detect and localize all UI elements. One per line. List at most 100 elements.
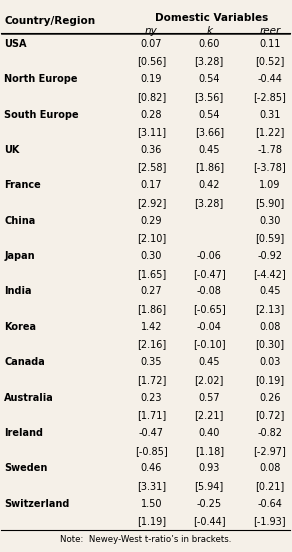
Text: 0.19: 0.19 <box>141 74 162 84</box>
Text: 0.40: 0.40 <box>199 428 220 438</box>
Text: [2.58]: [2.58] <box>137 163 166 173</box>
Text: 0.03: 0.03 <box>259 357 281 367</box>
Text: [0.72]: [0.72] <box>255 410 284 420</box>
Text: 0.26: 0.26 <box>259 392 281 402</box>
Text: [-2.85]: [-2.85] <box>253 92 286 102</box>
Text: [2.02]: [2.02] <box>194 375 224 385</box>
Text: -0.92: -0.92 <box>257 251 282 261</box>
Text: [1.71]: [1.71] <box>137 410 166 420</box>
Text: 0.23: 0.23 <box>141 392 162 402</box>
Text: -0.47: -0.47 <box>139 428 164 438</box>
Text: [0.19]: [0.19] <box>255 375 284 385</box>
Text: Note:  Newey-West t-ratio’s in brackets.: Note: Newey-West t-ratio’s in brackets. <box>60 535 231 544</box>
Text: [0.21]: [0.21] <box>255 481 284 491</box>
Text: 0.45: 0.45 <box>199 145 220 155</box>
Text: -0.44: -0.44 <box>257 74 282 84</box>
Text: Australia: Australia <box>4 392 54 402</box>
Text: [-2.97]: [-2.97] <box>253 445 286 455</box>
Text: 0.45: 0.45 <box>259 286 281 296</box>
Text: [1.22]: [1.22] <box>255 127 284 137</box>
Text: North Europe: North Europe <box>4 74 78 84</box>
Text: [3.66]: [3.66] <box>195 127 224 137</box>
Text: [2.92]: [2.92] <box>137 198 166 208</box>
Text: [3.28]: [3.28] <box>194 56 224 66</box>
Text: [-0.10]: [-0.10] <box>193 339 225 349</box>
Text: [3.56]: [3.56] <box>194 92 224 102</box>
Text: 0.60: 0.60 <box>199 39 220 49</box>
Text: 0.54: 0.54 <box>199 74 220 84</box>
Text: [-0.44]: [-0.44] <box>193 517 225 527</box>
Text: 0.11: 0.11 <box>259 39 281 49</box>
Text: 0.36: 0.36 <box>141 145 162 155</box>
Text: [1.72]: [1.72] <box>137 375 166 385</box>
Text: [0.82]: [0.82] <box>137 92 166 102</box>
Text: [1.19]: [1.19] <box>137 517 166 527</box>
Text: 0.42: 0.42 <box>199 181 220 190</box>
Text: [0.59]: [0.59] <box>255 233 284 243</box>
Text: 1.50: 1.50 <box>141 499 162 509</box>
Text: Domestic Variables: Domestic Variables <box>155 13 269 24</box>
Text: 1.09: 1.09 <box>259 181 281 190</box>
Text: [5.94]: [5.94] <box>194 481 224 491</box>
Text: Canada: Canada <box>4 357 45 367</box>
Text: [0.52]: [0.52] <box>255 56 284 66</box>
Text: [1.18]: [1.18] <box>195 445 224 455</box>
Text: [2.21]: [2.21] <box>194 410 224 420</box>
Text: 0.08: 0.08 <box>259 322 281 332</box>
Text: -0.25: -0.25 <box>197 499 222 509</box>
Text: -1.78: -1.78 <box>257 145 282 155</box>
Text: [-3.78]: [-3.78] <box>253 163 286 173</box>
Text: 0.35: 0.35 <box>141 357 162 367</box>
Text: 0.29: 0.29 <box>141 216 162 226</box>
Text: [1.86]: [1.86] <box>137 304 166 314</box>
Text: 0.17: 0.17 <box>141 181 162 190</box>
Text: [3.31]: [3.31] <box>137 481 166 491</box>
Text: -0.82: -0.82 <box>257 428 282 438</box>
Text: [2.13]: [2.13] <box>255 304 284 314</box>
Text: [-0.85]: [-0.85] <box>135 445 168 455</box>
Text: 0.57: 0.57 <box>198 392 220 402</box>
Text: South Europe: South Europe <box>4 109 79 119</box>
Text: India: India <box>4 286 32 296</box>
Text: [0.30]: [0.30] <box>255 339 284 349</box>
Text: 0.93: 0.93 <box>199 463 220 474</box>
Text: USA: USA <box>4 39 27 49</box>
Text: Ireland: Ireland <box>4 428 43 438</box>
Text: 0.28: 0.28 <box>141 109 162 119</box>
Text: Country/Region: Country/Region <box>4 16 95 26</box>
Text: -0.06: -0.06 <box>197 251 222 261</box>
Text: 0.27: 0.27 <box>141 286 162 296</box>
Text: [5.90]: [5.90] <box>255 198 284 208</box>
Text: [3.28]: [3.28] <box>194 198 224 208</box>
Text: -0.08: -0.08 <box>197 286 222 296</box>
Text: 1.42: 1.42 <box>141 322 162 332</box>
Text: reer: reer <box>259 26 280 36</box>
Text: [3.11]: [3.11] <box>137 127 166 137</box>
Text: [1.86]: [1.86] <box>195 163 224 173</box>
Text: 0.31: 0.31 <box>259 109 281 119</box>
Text: UK: UK <box>4 145 20 155</box>
Text: 0.30: 0.30 <box>259 216 281 226</box>
Text: [0.56]: [0.56] <box>137 56 166 66</box>
Text: -0.04: -0.04 <box>197 322 222 332</box>
Text: [2.10]: [2.10] <box>137 233 166 243</box>
Text: 0.30: 0.30 <box>141 251 162 261</box>
Text: 0.46: 0.46 <box>141 463 162 474</box>
Text: 0.45: 0.45 <box>199 357 220 367</box>
Text: 0.08: 0.08 <box>259 463 281 474</box>
Text: -0.64: -0.64 <box>257 499 282 509</box>
Text: 0.07: 0.07 <box>141 39 162 49</box>
Text: [2.16]: [2.16] <box>137 339 166 349</box>
Text: ny: ny <box>145 26 158 36</box>
Text: [-1.93]: [-1.93] <box>253 517 286 527</box>
Text: Sweden: Sweden <box>4 463 48 474</box>
Text: Japan: Japan <box>4 251 35 261</box>
Text: [-0.47]: [-0.47] <box>193 269 226 279</box>
Text: [-0.65]: [-0.65] <box>193 304 226 314</box>
Text: k: k <box>206 26 212 36</box>
Text: [1.65]: [1.65] <box>137 269 166 279</box>
Text: France: France <box>4 181 41 190</box>
Text: [-4.42]: [-4.42] <box>253 269 286 279</box>
Text: 0.54: 0.54 <box>199 109 220 119</box>
Text: Switzerland: Switzerland <box>4 499 70 509</box>
